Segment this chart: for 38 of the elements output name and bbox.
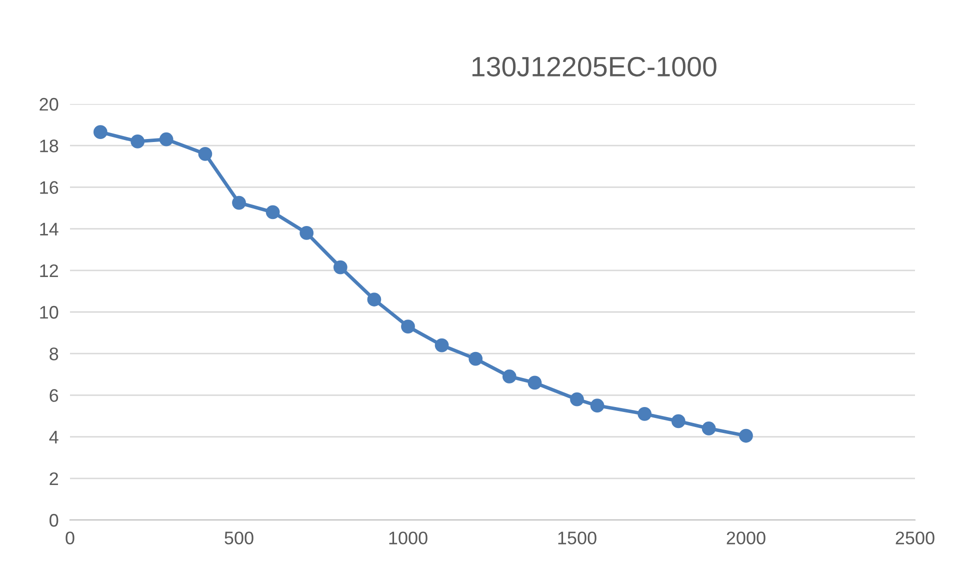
- point: [570, 392, 584, 406]
- point: [300, 226, 314, 240]
- point: [502, 370, 516, 384]
- point: [638, 406, 652, 421]
- point: [159, 132, 174, 146]
- point: [739, 428, 753, 443]
- point: [468, 352, 483, 366]
- x-tick-label: 2000: [726, 532, 766, 544]
- x-tick-label: 1000: [389, 532, 428, 544]
- point: [702, 422, 716, 436]
- y-tick-label: 8: [50, 348, 58, 360]
- y-tick-label: 10: [40, 306, 58, 319]
- point: [671, 414, 686, 428]
- y-tick-label: 16: [40, 181, 58, 194]
- y-tick-label: 0: [50, 514, 58, 527]
- y-tick-label: 4: [49, 430, 58, 444]
- point: [93, 125, 108, 140]
- point: [130, 134, 145, 148]
- y-tick-label: 18: [40, 140, 58, 152]
- point: [590, 398, 604, 413]
- point: [198, 146, 212, 161]
- y-tick-label: 20: [40, 98, 58, 111]
- point: [333, 260, 348, 274]
- x-tick-label: 2500: [896, 532, 934, 544]
- x-tick-label: 1500: [558, 532, 596, 544]
- point: [528, 376, 542, 390]
- y-tick-label: 6: [50, 389, 58, 402]
- y-tick-label: 2: [50, 472, 58, 485]
- chart-title: 130J12205EC-1000: [472, 56, 716, 76]
- x-tick-label: 500: [224, 532, 254, 544]
- point: [367, 292, 382, 306]
- y-tick-label: 12: [40, 264, 58, 277]
- point: [232, 196, 246, 210]
- point: [266, 205, 280, 220]
- y-tick-label: 14: [40, 222, 58, 236]
- point: [434, 338, 449, 352]
- point: [401, 320, 415, 334]
- x-tick-label: 0: [66, 532, 74, 544]
